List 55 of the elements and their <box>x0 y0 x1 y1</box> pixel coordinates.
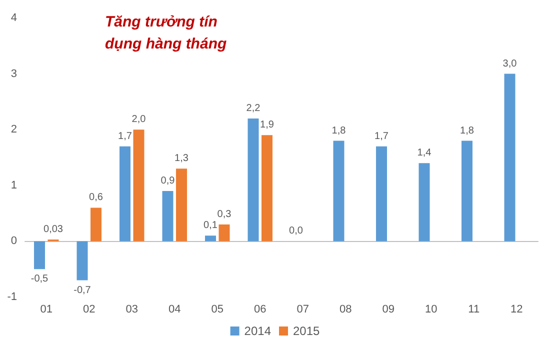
x-tick-label: 10 <box>425 304 438 316</box>
x-tick-label: 05 <box>211 304 224 316</box>
data-label: 0,3 <box>217 208 232 220</box>
bar <box>90 208 102 242</box>
bar <box>120 146 130 242</box>
data-label: 1,3 <box>174 153 189 164</box>
data-label: 0,0 <box>289 226 304 237</box>
x-tick-label: 12 <box>510 304 523 316</box>
bar <box>34 241 45 270</box>
bar <box>205 236 216 242</box>
y-tick-label: 4 <box>10 12 17 24</box>
legend-label: 2015 <box>293 324 320 338</box>
bar <box>133 130 144 242</box>
data-label: 0,1 <box>204 220 218 232</box>
y-tick-label: 2 <box>10 124 17 136</box>
data-label: 2,0 <box>132 114 146 126</box>
data-label: 1,7 <box>118 130 132 142</box>
y-tick-label: -1 <box>7 291 17 303</box>
y-tick-label: 3 <box>10 68 17 80</box>
bar <box>262 135 272 242</box>
x-tick-label: 11 <box>468 304 480 316</box>
data-label: 0,9 <box>160 175 176 186</box>
data-label: 0,6 <box>89 192 104 204</box>
x-tick-label: 02 <box>83 304 96 316</box>
data-label: -0,7 <box>74 284 92 296</box>
chart-title: Tăng trưởng tín dụng hàng tháng <box>105 14 227 52</box>
data-label: 0,03 <box>44 224 64 236</box>
bar <box>76 241 88 280</box>
y-tick-label: 0 <box>10 235 17 248</box>
bar <box>333 140 344 242</box>
legend-label: 2014 <box>244 324 272 338</box>
x-tick-label: 08 <box>340 304 352 316</box>
x-tick-label: 09 <box>382 304 394 316</box>
data-label: 1,4 <box>417 148 432 159</box>
data-label: 1,7 <box>374 130 389 142</box>
bar <box>176 168 187 242</box>
x-tick-label: 06 <box>254 304 266 316</box>
bar <box>462 140 472 242</box>
y-tick-label: 1 <box>10 179 17 192</box>
bar <box>248 118 259 242</box>
x-tick-label: 04 <box>168 304 181 316</box>
bar <box>218 224 230 242</box>
data-label: 1,8 <box>460 125 474 136</box>
bar <box>418 163 430 242</box>
data-label: 2,2 <box>246 102 261 114</box>
x-tick-label: 01 <box>40 304 52 316</box>
data-label: 3,0 <box>502 58 518 70</box>
bar <box>376 146 387 242</box>
bar <box>162 190 174 242</box>
data-label: -0,5 <box>30 274 49 285</box>
bar <box>504 74 516 242</box>
data-label: 1,8 <box>332 125 346 136</box>
x-tick-label: 03 <box>126 304 138 316</box>
data-label: 1,9 <box>260 120 274 131</box>
x-tick-label: 07 <box>296 304 309 316</box>
